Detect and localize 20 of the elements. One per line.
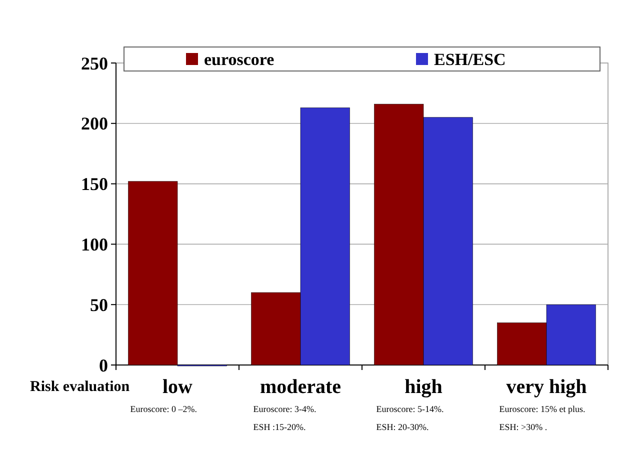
x-axis-title: Risk evaluation [30, 379, 130, 395]
text: ESH: 20-30%. [376, 422, 429, 432]
y-tick-label: 150 [81, 174, 108, 194]
y-tick-label: 100 [81, 234, 108, 254]
y-tick-label: 200 [81, 114, 108, 134]
text: ESH :15-20%. [253, 422, 306, 432]
text: ESH: >30% . [499, 422, 548, 432]
legend-label: euroscore [204, 50, 275, 69]
x-tick-label: moderate [260, 376, 342, 398]
text: Euroscore: 5-14%. [376, 404, 444, 414]
x-tick-label: very high [506, 376, 587, 398]
x-tick-label: high [404, 376, 442, 398]
y-tick-label: 50 [90, 294, 108, 315]
text: Euroscore: 0 –2%. [130, 404, 198, 414]
text: Euroscore: 15% et plus. [499, 404, 586, 414]
x-tick-label: low [162, 376, 194, 398]
legend-label: ESH/ESC [434, 50, 506, 69]
y-tick-label: 250 [81, 53, 108, 74]
y-tick-label: 0 [99, 355, 108, 376]
text: Euroscore: 3-4%. [253, 404, 316, 414]
